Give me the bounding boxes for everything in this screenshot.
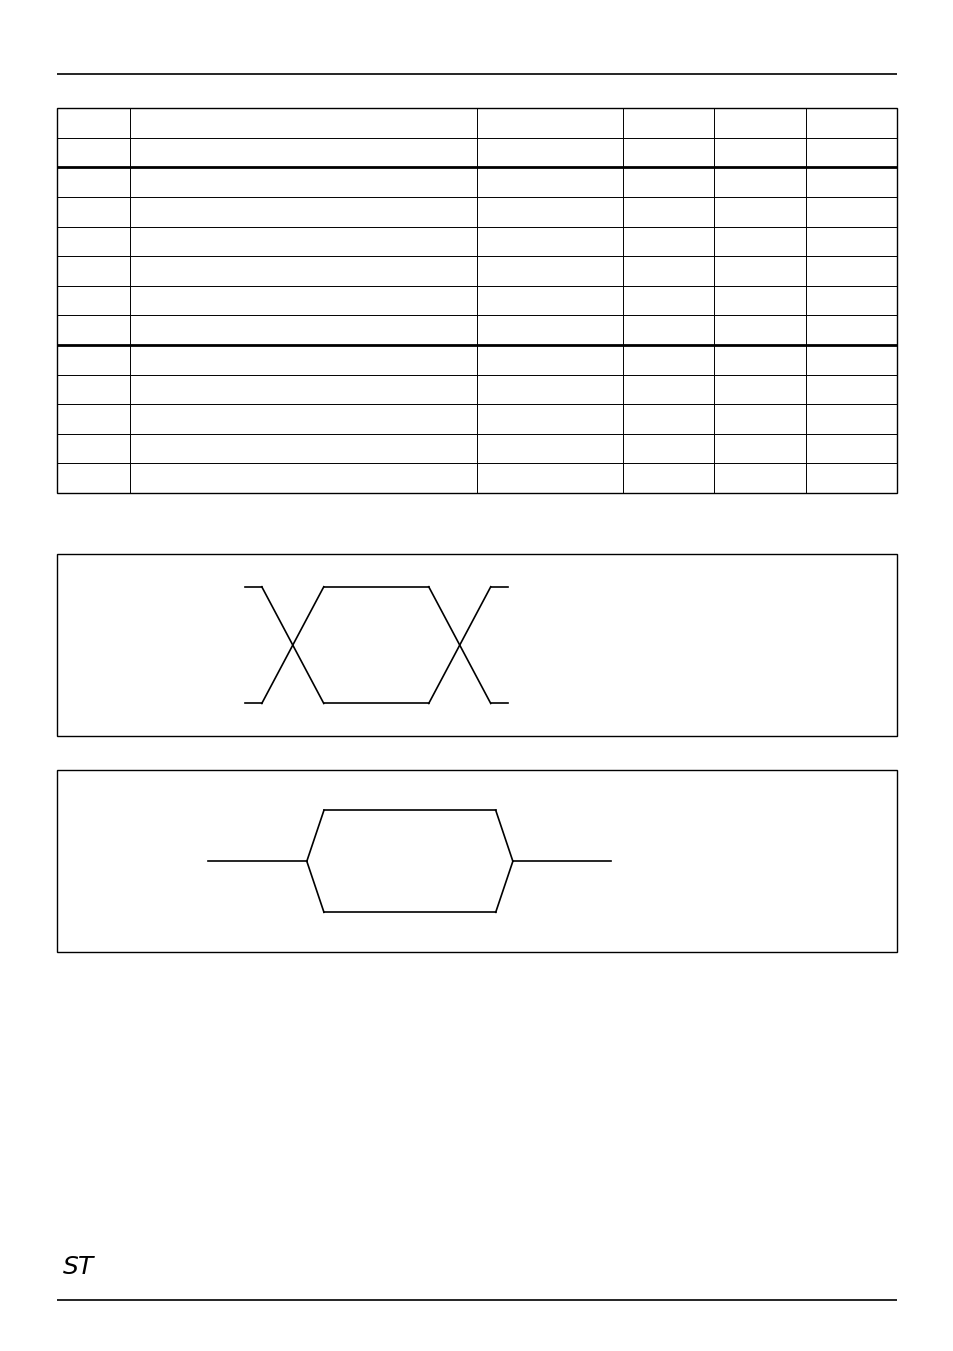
Bar xyxy=(57,554,896,736)
Bar xyxy=(57,770,896,952)
Text: $\mathbf{\mathit{ST}}$: $\mathbf{\mathit{ST}}$ xyxy=(62,1255,96,1279)
Bar xyxy=(57,108,896,493)
